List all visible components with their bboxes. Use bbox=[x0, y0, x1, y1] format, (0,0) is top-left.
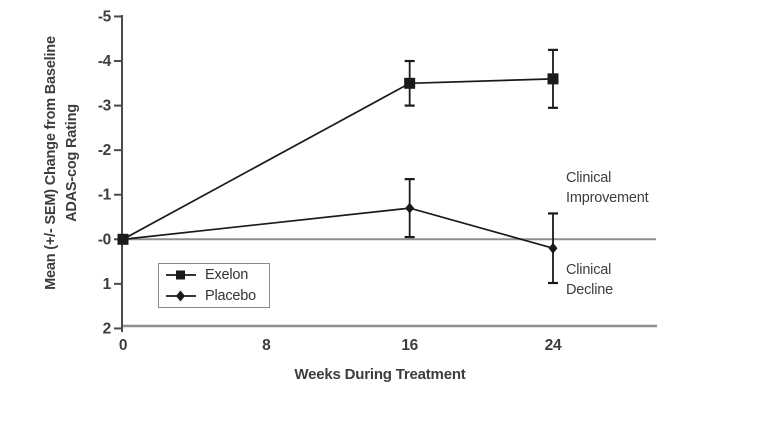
series-line-placebo bbox=[122, 207, 554, 250]
y-tick-label: 1 bbox=[103, 276, 112, 293]
exelon-square-line-marker-icon bbox=[166, 270, 196, 280]
exelon-square-marker bbox=[404, 77, 416, 89]
legend-item-placebo: Placebo bbox=[165, 286, 269, 306]
legend: Exelon Placebo bbox=[158, 263, 270, 308]
x-tick-label: 0 bbox=[119, 337, 127, 354]
legend-label-exelon: Exelon bbox=[205, 267, 249, 283]
placebo-diamond-marker bbox=[405, 202, 415, 214]
y-tick-label: -4 bbox=[98, 53, 112, 70]
legend-item-exelon: Exelon bbox=[165, 265, 269, 285]
y-tick-label: -1 bbox=[98, 187, 112, 204]
placebo-diamond-marker bbox=[118, 233, 128, 245]
x-axis-title: Weeks During Treatment bbox=[294, 366, 466, 383]
y-tick-label: -0 bbox=[98, 231, 111, 248]
y-tick-label: -2 bbox=[98, 142, 111, 159]
y-tick-label: -5 bbox=[98, 8, 112, 25]
annotation-clinical-decline: Clinical Decline bbox=[566, 262, 613, 298]
x-tick-label: 8 bbox=[262, 337, 271, 354]
placebo-diamond-line-marker-icon bbox=[166, 290, 196, 302]
x-tick-label: 16 bbox=[401, 337, 418, 354]
annotation-clinical-improvement: Clinical Improvement bbox=[566, 170, 649, 206]
x-tick-label: 24 bbox=[545, 337, 562, 354]
legend-label-placebo: Placebo bbox=[205, 288, 256, 304]
y-tick-label: 2 bbox=[103, 320, 111, 337]
placebo-diamond-marker bbox=[548, 242, 558, 254]
exelon-square-marker bbox=[547, 73, 559, 85]
y-tick-label: -3 bbox=[98, 98, 112, 115]
